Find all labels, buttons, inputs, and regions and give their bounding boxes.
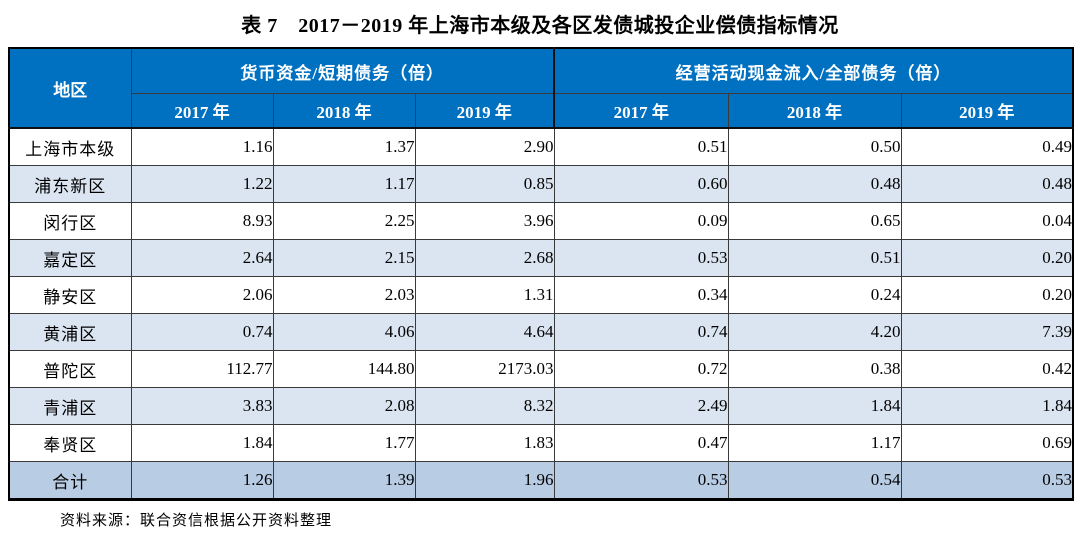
region-cell: 浦东新区 (8, 165, 132, 203)
value-cell: 112.77 (130, 350, 274, 388)
value-cell: 2.03 (272, 276, 416, 314)
debt-indicators-table: 地区 货币资金/短期债务（倍） 经营活动现金流入/全部债务（倍） 2017 年 … (8, 47, 1075, 501)
value-cell: 2.49 (553, 387, 729, 425)
value-cell: 0.74 (553, 313, 729, 351)
region-cell: 青浦区 (8, 387, 132, 425)
value-cell: 0.51 (727, 239, 902, 277)
value-cell: 1.22 (130, 165, 274, 203)
corner-header-region: 地区 (8, 47, 132, 129)
value-cell: 8.32 (414, 387, 555, 425)
value-cell: 3.96 (414, 202, 555, 240)
year-header: 2017 年 (553, 93, 729, 129)
table-body: 上海市本级 1.16 1.37 2.90 0.51 0.50 0.49 浦东新区… (8, 127, 1074, 500)
region-cell: 嘉定区 (8, 239, 132, 277)
region-cell: 合计 (8, 461, 132, 500)
year-header: 2019 年 (900, 93, 1074, 129)
value-cell: 0.20 (900, 239, 1074, 277)
value-cell: 7.39 (900, 313, 1074, 351)
table-row-total: 合计 1.26 1.39 1.96 0.53 0.54 0.53 (8, 461, 1074, 500)
table-row: 奉贤区 1.84 1.77 1.83 0.47 1.17 0.69 (8, 424, 1074, 462)
region-cell: 奉贤区 (8, 424, 132, 462)
value-cell: 4.06 (272, 313, 416, 351)
value-cell: 4.64 (414, 313, 555, 351)
value-cell: 0.53 (553, 239, 729, 277)
value-cell: 1.84 (130, 424, 274, 462)
value-cell: 0.85 (414, 165, 555, 203)
page-title: 表 7 2017－2019 年上海市本级及各区发债城投企业偿债指标情况 (241, 15, 839, 37)
value-cell: 0.34 (553, 276, 729, 314)
value-cell: 8.93 (130, 202, 274, 240)
value-cell: 0.49 (900, 127, 1074, 166)
value-cell: 0.60 (553, 165, 729, 203)
value-cell: 0.54 (727, 461, 902, 500)
table-row: 闵行区 8.93 2.25 3.96 0.09 0.65 0.04 (8, 202, 1074, 240)
source-note: 资料来源：联合资信根据公开资料整理 (60, 513, 333, 529)
value-cell: 0.65 (727, 202, 902, 240)
value-cell: 2.90 (414, 127, 555, 166)
value-cell: 1.84 (727, 387, 902, 425)
value-cell: 0.74 (130, 313, 274, 351)
value-cell: 0.48 (727, 165, 902, 203)
table-row: 青浦区 3.83 2.08 8.32 2.49 1.84 1.84 (8, 387, 1074, 425)
group-header-operating-cash: 经营活动现金流入/全部债务（倍） (553, 47, 1074, 94)
value-cell: 1.17 (727, 424, 902, 462)
region-cell: 上海市本级 (8, 127, 132, 166)
table-row: 黄浦区 0.74 4.06 4.64 0.74 4.20 7.39 (8, 313, 1074, 351)
year-header: 2017 年 (130, 93, 274, 129)
value-cell: 0.09 (553, 202, 729, 240)
region-cell: 普陀区 (8, 350, 132, 388)
value-cell: 2173.03 (414, 350, 555, 388)
value-cell: 1.31 (414, 276, 555, 314)
year-header: 2018 年 (727, 93, 902, 129)
table-row: 嘉定区 2.64 2.15 2.68 0.53 0.51 0.20 (8, 239, 1074, 277)
value-cell: 4.20 (727, 313, 902, 351)
value-cell: 2.08 (272, 387, 416, 425)
table-row: 上海市本级 1.16 1.37 2.90 0.51 0.50 0.49 (8, 127, 1074, 166)
value-cell: 1.26 (130, 461, 274, 500)
year-header: 2018 年 (272, 93, 416, 129)
value-cell: 0.42 (900, 350, 1074, 388)
table-row: 浦东新区 1.22 1.17 0.85 0.60 0.48 0.48 (8, 165, 1074, 203)
value-cell: 0.38 (727, 350, 902, 388)
value-cell: 144.80 (272, 350, 416, 388)
table-row: 普陀区 112.77 144.80 2173.03 0.72 0.38 0.42 (8, 350, 1074, 388)
value-cell: 1.39 (272, 461, 416, 500)
value-cell: 2.06 (130, 276, 274, 314)
value-cell: 2.15 (272, 239, 416, 277)
value-cell: 2.25 (272, 202, 416, 240)
year-header: 2019 年 (414, 93, 555, 129)
region-cell: 黄浦区 (8, 313, 132, 351)
value-cell: 3.83 (130, 387, 274, 425)
value-cell: 0.24 (727, 276, 902, 314)
value-cell: 1.17 (272, 165, 416, 203)
value-cell: 0.20 (900, 276, 1074, 314)
value-cell: 0.69 (900, 424, 1074, 462)
value-cell: 0.53 (553, 461, 729, 500)
table-header: 地区 货币资金/短期债务（倍） 经营活动现金流入/全部债务（倍） 2017 年 … (8, 47, 1074, 129)
value-cell: 0.51 (553, 127, 729, 166)
value-cell: 0.04 (900, 202, 1074, 240)
value-cell: 1.96 (414, 461, 555, 500)
value-cell: 1.83 (414, 424, 555, 462)
group-header-row: 地区 货币资金/短期债务（倍） 经营活动现金流入/全部债务（倍） (8, 47, 1074, 129)
group-header-monetary-funds: 货币资金/短期债务（倍） (130, 47, 555, 94)
value-cell: 0.72 (553, 350, 729, 388)
value-cell: 0.47 (553, 424, 729, 462)
value-cell: 1.84 (900, 387, 1074, 425)
value-cell: 2.68 (414, 239, 555, 277)
value-cell: 0.53 (900, 461, 1074, 500)
value-cell: 2.64 (130, 239, 274, 277)
value-cell: 1.37 (272, 127, 416, 166)
table-row: 静安区 2.06 2.03 1.31 0.34 0.24 0.20 (8, 276, 1074, 314)
year-header-row: 2017 年 2018 年 2019 年 2017 年 2018 年 2019 … (9, 93, 1074, 129)
region-cell: 静安区 (8, 276, 132, 314)
value-cell: 1.16 (130, 127, 274, 166)
region-cell: 闵行区 (8, 202, 132, 240)
value-cell: 1.77 (272, 424, 416, 462)
value-cell: 0.50 (727, 127, 902, 166)
value-cell: 0.48 (900, 165, 1074, 203)
